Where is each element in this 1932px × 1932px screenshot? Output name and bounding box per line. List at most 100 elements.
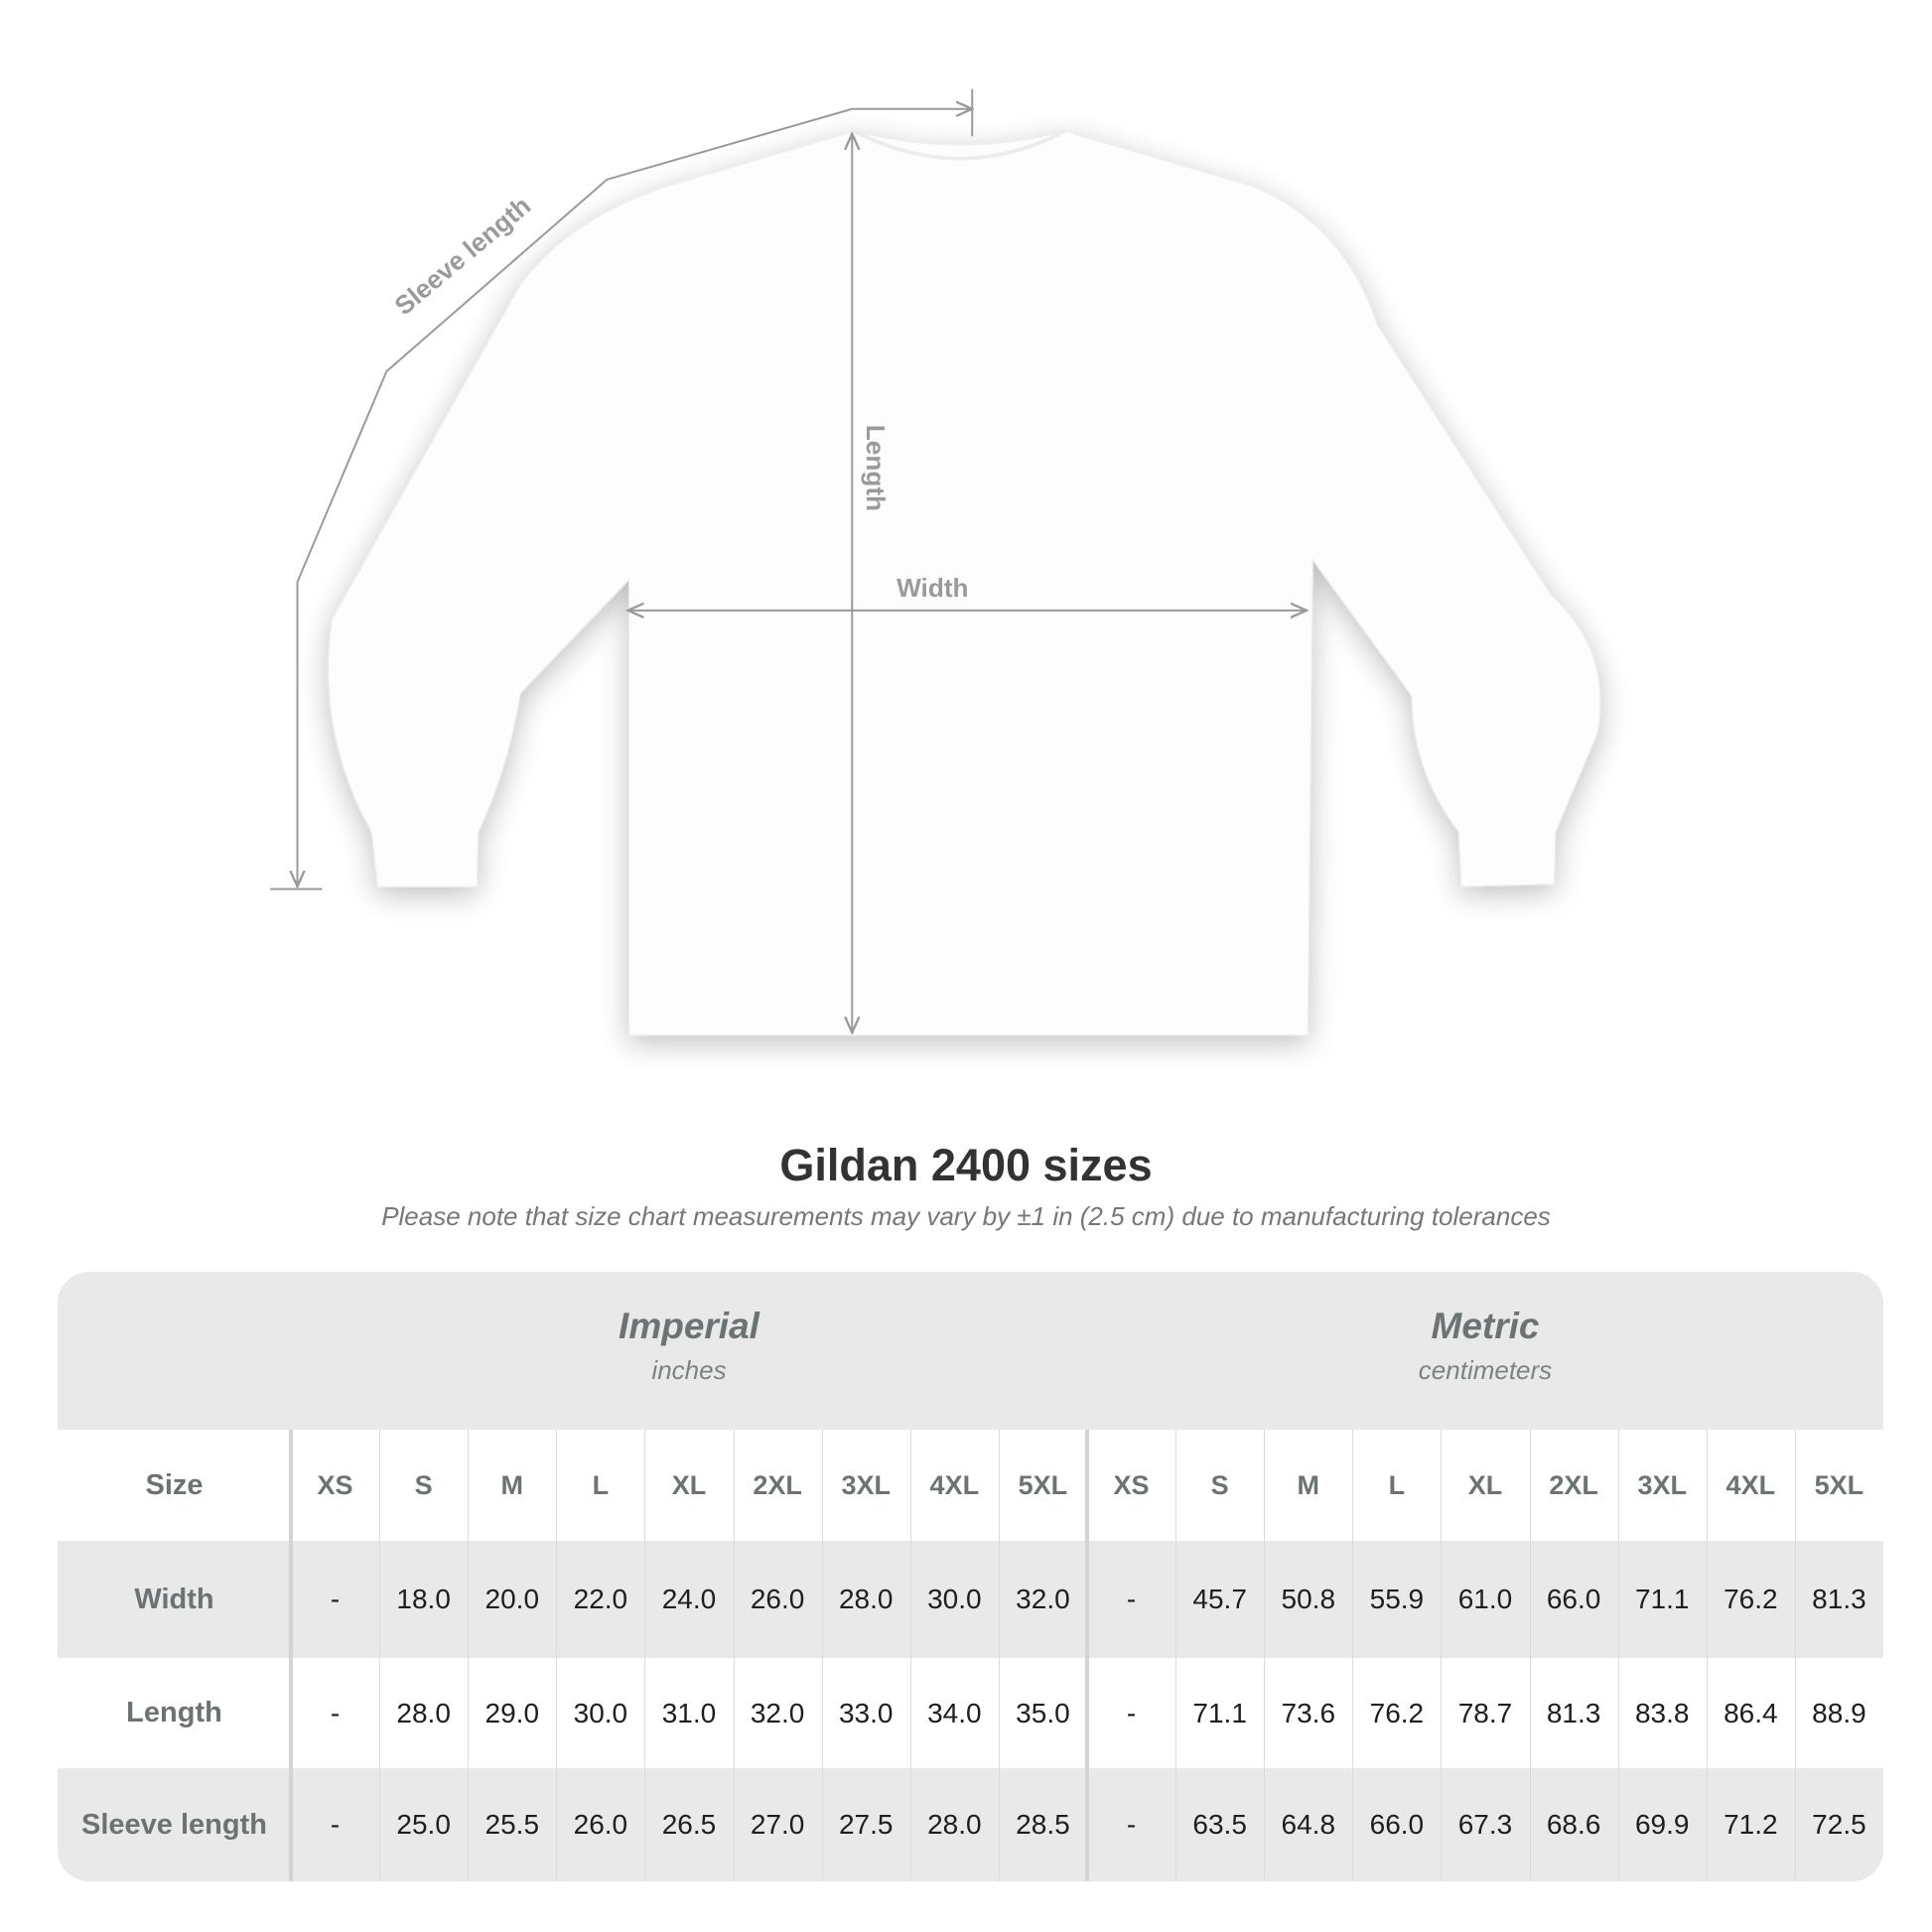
imperial-title: Imperial [619, 1306, 759, 1346]
metric-value-cell: 76.2 [1724, 1584, 1778, 1614]
imperial-value-cell: 28.0 [927, 1809, 982, 1840]
shirt-measurement-diagram: Sleeve length Length Width [270, 88, 1601, 1036]
row-label: Length [126, 1697, 222, 1728]
metric-size-header: XS [1113, 1469, 1150, 1500]
imperial-size-header: S [414, 1469, 433, 1500]
imperial-unit: inches [651, 1355, 727, 1385]
metric-value-cell: 66.0 [1369, 1809, 1425, 1840]
column-divider [1352, 1430, 1354, 1881]
column-divider [1441, 1430, 1443, 1881]
metric-header: Metric centimeters [1087, 1272, 1883, 1430]
metric-size-header: XL [1467, 1469, 1503, 1500]
metric-title: Metric [1431, 1306, 1540, 1346]
metric-value-cell: 86.4 [1724, 1697, 1778, 1728]
imperial-size-header: 3XL [841, 1469, 891, 1500]
metric-value-cell: 66.0 [1546, 1584, 1601, 1614]
metric-size-header: L [1388, 1469, 1406, 1500]
metric-size-header: M [1297, 1469, 1320, 1500]
metric-value-cell: 63.5 [1192, 1809, 1247, 1840]
column-divider [1794, 1430, 1796, 1881]
imperial-value-cell: 31.0 [661, 1697, 717, 1728]
column-divider [1264, 1430, 1266, 1881]
imperial-value-cell: 30.0 [927, 1584, 982, 1614]
imperial-size-header: XL [671, 1469, 707, 1500]
imperial-size-header: 4XL [929, 1469, 980, 1500]
imperial-value-cell: 30.0 [573, 1697, 628, 1728]
width-label: Width [897, 573, 968, 603]
metric-value-cell: 68.6 [1546, 1809, 1601, 1840]
column-divider [821, 1430, 823, 1881]
metric-value-cell: 73.6 [1281, 1697, 1336, 1728]
imperial-value-cell: 26.0 [573, 1809, 628, 1840]
imperial-value-cell: 20.0 [484, 1584, 540, 1614]
metric-size-header: 3XL [1637, 1469, 1687, 1500]
imperial-value-cell: 18.0 [396, 1584, 451, 1614]
metric-value-cell: - [1126, 1584, 1137, 1614]
metric-value-cell: 50.8 [1281, 1584, 1336, 1614]
imperial-value-cell: 28.0 [838, 1584, 894, 1614]
imperial-size-header: M [500, 1469, 524, 1500]
metric-value-cell: 78.7 [1457, 1697, 1513, 1728]
table-row-bg [58, 1768, 1883, 1881]
metric-value-cell: 71.1 [1192, 1697, 1247, 1728]
metric-value-cell: 55.9 [1369, 1584, 1425, 1614]
metric-value-cell: 76.2 [1369, 1697, 1425, 1728]
table-row-bg [58, 1430, 1883, 1541]
imperial-size-header: L [592, 1469, 610, 1500]
imperial-value-cell: 32.0 [1016, 1584, 1070, 1614]
imperial-value-cell: 34.0 [927, 1697, 982, 1728]
imperial-value-cell: 24.0 [661, 1584, 717, 1614]
imperial-value-cell: 25.0 [396, 1809, 451, 1840]
metric-value-cell: 81.3 [1546, 1697, 1601, 1728]
metric-value-cell: 83.8 [1634, 1697, 1690, 1728]
table-row-bg [58, 1658, 1883, 1768]
size-header: Size [145, 1468, 204, 1501]
imperial-value-cell: 27.0 [750, 1809, 805, 1840]
metric-size-header: 5XL [1814, 1469, 1864, 1500]
column-divider [556, 1430, 558, 1881]
imperial-value-cell: 28.5 [1016, 1809, 1070, 1840]
metric-size-header: 2XL [1549, 1469, 1598, 1500]
metric-value-cell: 71.1 [1634, 1584, 1690, 1614]
column-divider [644, 1430, 646, 1881]
row-label: Sleeve length [81, 1808, 267, 1841]
metric-value-cell: 45.7 [1192, 1584, 1247, 1614]
imperial-size-header: 2XL [753, 1469, 802, 1500]
metric-value-cell: - [1126, 1697, 1137, 1728]
column-divider [998, 1430, 1000, 1881]
metric-unit: centimeters [1418, 1355, 1553, 1385]
column-divider [1706, 1430, 1708, 1881]
imperial-value-cell: 28.0 [396, 1697, 451, 1728]
imperial-value-cell: 32.0 [750, 1697, 805, 1728]
metric-value-cell: 81.3 [1812, 1584, 1866, 1614]
imperial-value-cell: 25.5 [484, 1809, 540, 1840]
imperial-size-header: 5XL [1018, 1469, 1068, 1500]
column-divider [289, 1430, 293, 1881]
length-label: Length [861, 425, 891, 511]
imperial-value-cell: 26.0 [750, 1584, 805, 1614]
imperial-size-header: XS [317, 1469, 353, 1500]
imperial-value-cell: 27.5 [838, 1809, 894, 1840]
size-chart-table: Imperial inches Metric centimeters Size X… [58, 1272, 1883, 1881]
row-label: Width [134, 1583, 214, 1615]
imperial-value-cell: - [330, 1584, 341, 1614]
metric-value-cell: 61.0 [1457, 1584, 1513, 1614]
column-divider [909, 1430, 911, 1881]
column-divider [1085, 1430, 1089, 1881]
sleeve-length-measure [270, 88, 972, 891]
imperial-header: Imperial inches [291, 1272, 1087, 1430]
metric-value-cell: 88.9 [1812, 1697, 1866, 1728]
imperial-value-cell: 22.0 [573, 1584, 628, 1614]
metric-value-cell: 67.3 [1457, 1809, 1513, 1840]
imperial-value-cell: 26.5 [661, 1809, 717, 1840]
column-divider [1529, 1430, 1531, 1881]
metric-value-cell: - [1126, 1809, 1137, 1840]
metric-value-cell: 72.5 [1812, 1809, 1866, 1840]
tolerance-note: Please note that size chart measurements… [381, 1201, 1551, 1231]
imperial-value-cell: 33.0 [838, 1697, 894, 1728]
table-row-bg [58, 1541, 1883, 1658]
imperial-value-cell: 29.0 [484, 1697, 540, 1728]
metric-value-cell: 71.2 [1724, 1809, 1778, 1840]
imperial-value-cell: 35.0 [1016, 1697, 1070, 1728]
column-divider [733, 1430, 735, 1881]
